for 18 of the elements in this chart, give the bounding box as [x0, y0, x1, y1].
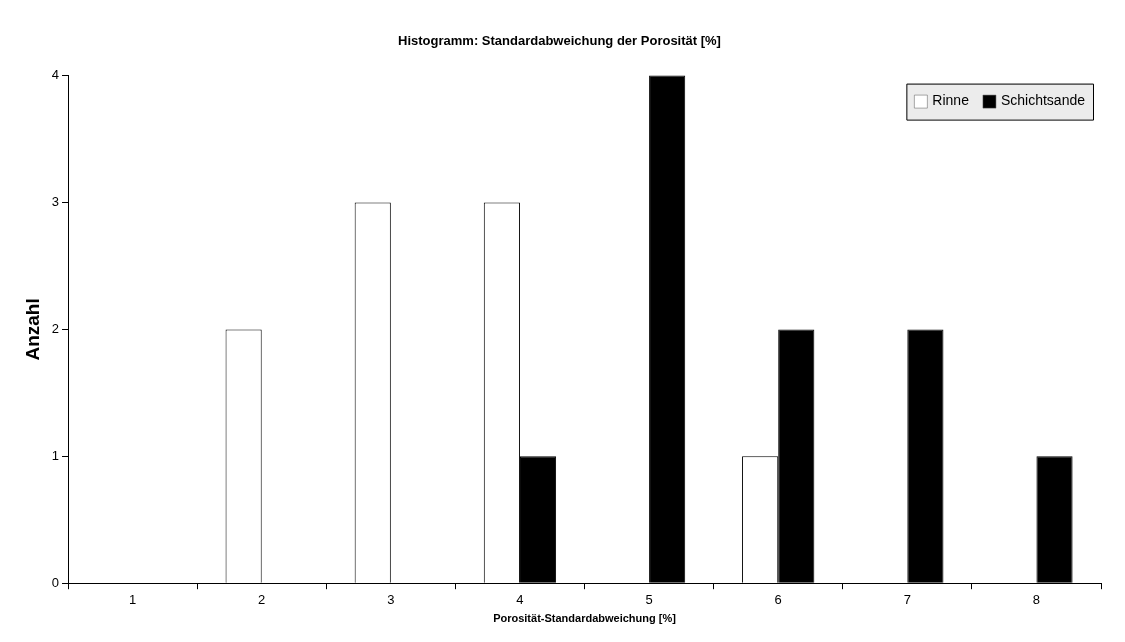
x-tick-label: 5 [645, 591, 653, 607]
x-axis-title: Porosität-Standardabweichung [%] [493, 612, 677, 625]
x-tick-label: 7 [903, 591, 911, 607]
x-tick-label: 2 [258, 591, 266, 607]
legend-label: Rinne [932, 92, 970, 109]
y-tick-label: 2 [51, 320, 60, 336]
y-tick-label: 0 [51, 574, 60, 590]
x-tick-label: 8 [1032, 591, 1041, 607]
y-tick-label: 3 [51, 194, 60, 210]
x-tick-label: 4 [516, 591, 524, 607]
y-axis-title: Anzahl [21, 298, 43, 361]
y-tick-label: 1 [51, 447, 60, 463]
y-tick-label: 4 [51, 67, 60, 83]
chart-title: Histogramm: Standardabweichung der Porosität [%] [398, 33, 721, 49]
x-tick-label: 1 [128, 591, 137, 607]
x-tick-label: 3 [387, 591, 395, 607]
x-tick-label: 6 [774, 591, 782, 607]
legend-label: Schichtsande [1000, 92, 1086, 109]
